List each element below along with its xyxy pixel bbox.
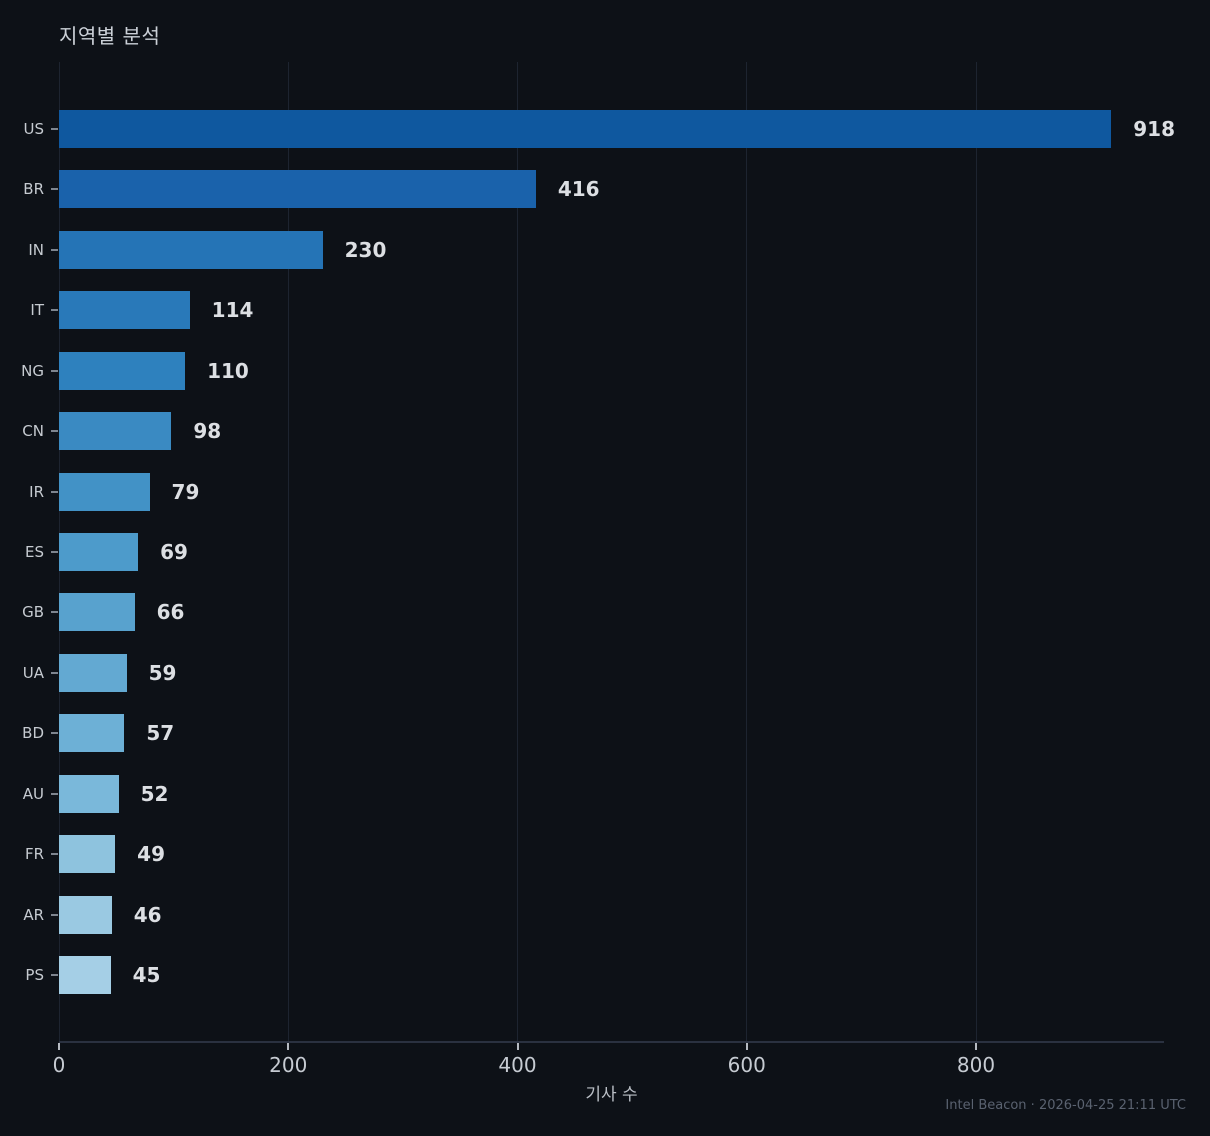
bar-value-label: 69 bbox=[160, 540, 188, 564]
bar-us bbox=[59, 110, 1112, 148]
y-tick-mark bbox=[51, 369, 58, 372]
bar-ar bbox=[59, 895, 112, 934]
bar-in bbox=[59, 230, 323, 269]
bar-value-label: 49 bbox=[137, 842, 165, 867]
x-tick-label: 200 bbox=[269, 1053, 308, 1077]
bar-value-label: 98 bbox=[193, 419, 222, 444]
y-tick-mark bbox=[51, 490, 58, 493]
x-axis-spine bbox=[59, 1041, 1164, 1043]
bar-value-label: 79 bbox=[171, 479, 200, 504]
bar-gb bbox=[59, 593, 135, 632]
category-label: PS bbox=[25, 966, 44, 985]
attribution-footer: Intel Beacon · 2026-04-25 21:11 UTC bbox=[945, 1098, 1186, 1113]
gridline bbox=[287, 62, 289, 1041]
category-label: FR bbox=[24, 845, 44, 864]
x-tick-label: 600 bbox=[727, 1053, 766, 1077]
gridline bbox=[517, 62, 518, 1041]
x-tick-label: 800 bbox=[956, 1053, 996, 1077]
category-label: BR bbox=[23, 180, 44, 199]
bar-value-label: 114 bbox=[211, 298, 254, 323]
bar-ng bbox=[59, 351, 186, 390]
gridline bbox=[975, 62, 977, 1041]
bar-ua bbox=[59, 653, 127, 692]
y-tick-mark bbox=[51, 611, 58, 614]
bar-ps bbox=[59, 956, 111, 995]
bar-value-label: 46 bbox=[133, 902, 162, 927]
category-label: CN bbox=[22, 422, 44, 441]
category-label: UA bbox=[22, 663, 44, 682]
y-tick-mark bbox=[51, 792, 58, 795]
category-label: IR bbox=[29, 482, 44, 501]
bar-es bbox=[59, 533, 139, 571]
y-tick-mark bbox=[51, 430, 58, 433]
category-label: IN bbox=[28, 240, 44, 259]
category-label: BD bbox=[22, 724, 44, 743]
bar-value-label: 230 bbox=[344, 237, 387, 262]
x-tick-label: 0 bbox=[52, 1053, 66, 1077]
category-label: US bbox=[23, 120, 44, 138]
y-tick-mark bbox=[51, 188, 58, 191]
bar-fr bbox=[59, 835, 116, 874]
bar-value-label: 45 bbox=[132, 963, 161, 988]
bar-value-label: 110 bbox=[207, 358, 249, 383]
x-tick-mark bbox=[975, 1043, 977, 1050]
category-label: ES bbox=[25, 543, 44, 561]
gridline bbox=[746, 62, 748, 1041]
y-tick-mark bbox=[51, 671, 58, 674]
bar-value-label: 918 bbox=[1133, 117, 1176, 141]
bar-value-label: 59 bbox=[148, 660, 177, 685]
plot-area: US 918 BR 416 IN 230 IT 114 NG 110 CN 98 IR 79 ES 69 GB 6… bbox=[21, 62, 1175, 1077]
bar-au bbox=[59, 774, 119, 813]
category-label: NG bbox=[21, 361, 44, 380]
category-label: AR bbox=[23, 905, 44, 924]
category-label: AU bbox=[22, 784, 44, 803]
y-tick-mark bbox=[51, 128, 58, 130]
bar-ir bbox=[59, 472, 150, 511]
y-tick-mark bbox=[51, 248, 58, 251]
y-tick-mark bbox=[51, 913, 58, 916]
y-tick-mark bbox=[51, 309, 58, 312]
bar-bd bbox=[59, 714, 125, 753]
category-label: GB bbox=[22, 603, 44, 622]
y-tick-mark bbox=[51, 732, 58, 735]
category-label: IT bbox=[30, 301, 44, 320]
bar-value-label: 66 bbox=[156, 600, 185, 625]
bar-cn bbox=[59, 412, 172, 451]
y-tick-mark bbox=[51, 974, 58, 977]
y-tick-mark bbox=[51, 551, 58, 553]
x-axis-label: 기사 수 bbox=[585, 1085, 638, 1105]
x-tick-mark bbox=[58, 1043, 60, 1050]
bar-value-label: 416 bbox=[557, 177, 600, 202]
x-tick-mark bbox=[745, 1043, 748, 1050]
x-tick-mark bbox=[516, 1043, 519, 1050]
y-tick-mark bbox=[51, 853, 58, 856]
bar-br bbox=[59, 170, 536, 209]
chart-title: 지역별 분석 bbox=[59, 24, 161, 48]
bar-value-label: 52 bbox=[140, 781, 169, 806]
bar-value-label: 57 bbox=[146, 721, 175, 746]
bar-it bbox=[59, 291, 190, 330]
x-tick-mark bbox=[287, 1043, 290, 1050]
x-tick-label: 400 bbox=[498, 1053, 537, 1077]
